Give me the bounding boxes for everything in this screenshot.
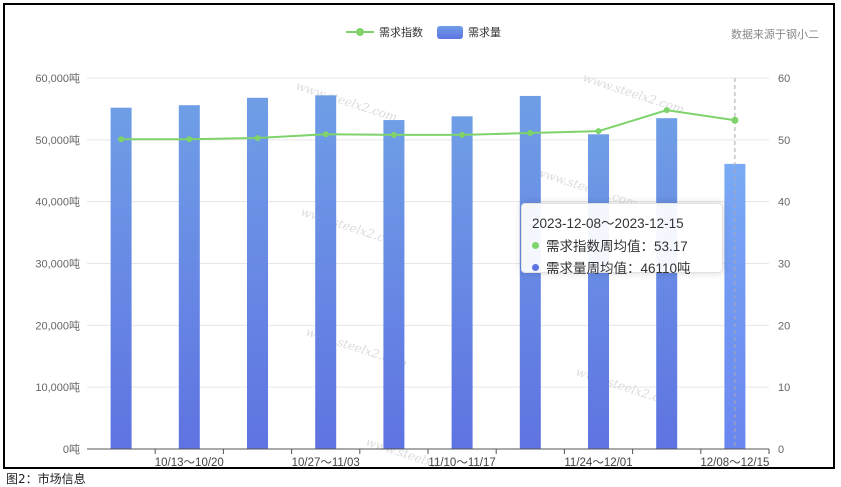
- tooltip-row-index: 需求指数周均值：53.17: [532, 235, 712, 255]
- demand-volume-bar: [110, 107, 132, 450]
- x-tick-label: 10/13～10/20: [155, 457, 224, 467]
- y-right-tick-label: 0: [778, 444, 784, 456]
- chart-svg: www.steelx2.com www.steelx2.comwww.steelx…: [35, 71, 790, 467]
- bar-series: [110, 95, 746, 450]
- legend-bar-label: 需求量: [468, 26, 501, 39]
- tooltip-row-volume: 需求量周均值：46110吨: [532, 257, 712, 277]
- x-tick-label: 11/24～12/01: [564, 457, 632, 467]
- y-left-tick-label: 50,000吨: [35, 134, 80, 147]
- demand-index-point: [663, 107, 670, 114]
- y-right-tick-label: 10: [778, 382, 790, 394]
- demand-volume-bar: [178, 105, 200, 449]
- demand-index-line: [121, 109, 736, 141]
- demand-volume-bar: [588, 134, 609, 450]
- figure-caption: 图2：市场信息: [6, 472, 86, 486]
- chart-legend: 需求指数 需求量: [346, 23, 515, 41]
- line-legend-icon: [346, 25, 374, 39]
- demand-volume-bar: [315, 95, 337, 450]
- demand-index-point: [459, 131, 466, 138]
- y-right-tick-label: 40: [778, 197, 790, 209]
- tooltip-row-volume-label: 需求量周均值：46110吨: [546, 261, 691, 276]
- watermark-text: www.steelx2.com: [294, 79, 399, 125]
- tooltip-dot-volume: [532, 263, 539, 271]
- chart-frame: www.steelx2.com www.steelx2.com www.steelx…: [3, 3, 835, 469]
- x-tick-label: 10/27～11/03: [292, 457, 360, 467]
- y-left-tick-label: 60,000吨: [35, 72, 80, 85]
- demand-index-point: [322, 131, 329, 138]
- y-left-tick-label: 20,000吨: [35, 319, 80, 332]
- demand-volume-bar: [656, 118, 678, 450]
- y-right-tick-label: 20: [778, 320, 790, 332]
- tooltip-row-index-label: 需求指数周均值：53.17: [546, 239, 688, 254]
- demand-index-point: [731, 116, 739, 124]
- demand-index-point: [390, 131, 397, 138]
- y-left-tick-label: 30,000吨: [35, 258, 80, 271]
- legend-line-label: 需求指数: [379, 26, 423, 39]
- legend-item-volume[interactable]: 需求量: [437, 24, 501, 40]
- axes: 0吨 0 10,000吨 10 20,000吨 20 30,000吨 30 40,000吨 40 5…: [35, 72, 790, 467]
- line-series: [118, 107, 739, 143]
- source-label: 数据来源于钢小二: [731, 28, 819, 41]
- demand-index-point: [254, 134, 261, 141]
- tooltip-title: 2023-12-08～2023-12-15: [532, 216, 684, 231]
- demand-index-point: [118, 136, 125, 143]
- tooltip-dot-index: [532, 241, 539, 249]
- legend-item-index[interactable]: 需求指数: [346, 24, 423, 40]
- demand-index-point: [595, 128, 602, 135]
- y-right-tick-label: 30: [778, 259, 790, 271]
- chart-tooltip: 2023-12-08～2023-12-15 需求指数周均值：53.17 需求量周…: [521, 203, 723, 276]
- x-tick-label: 11/10～11/17: [428, 457, 495, 467]
- demand-volume-bar: [383, 120, 405, 450]
- demand-index-point: [186, 136, 193, 143]
- demand-volume-bar: [724, 163, 746, 449]
- y-left-tick-label: 0吨: [63, 443, 80, 456]
- y-right-tick-label: 50: [778, 135, 790, 147]
- bar-legend-icon: [437, 25, 463, 39]
- watermark-text: www.steelx2.com: [581, 71, 686, 117]
- x-tick-label: 12/08～12/15: [700, 457, 769, 467]
- y-left-tick-label: 40,000吨: [35, 196, 80, 209]
- demand-volume-bar: [247, 97, 268, 449]
- demand-volume-bar: [451, 116, 473, 449]
- demand-index-point: [527, 130, 534, 137]
- y-left-tick-label: 10,000吨: [35, 381, 80, 394]
- y-right-tick-label: 60: [778, 73, 790, 85]
